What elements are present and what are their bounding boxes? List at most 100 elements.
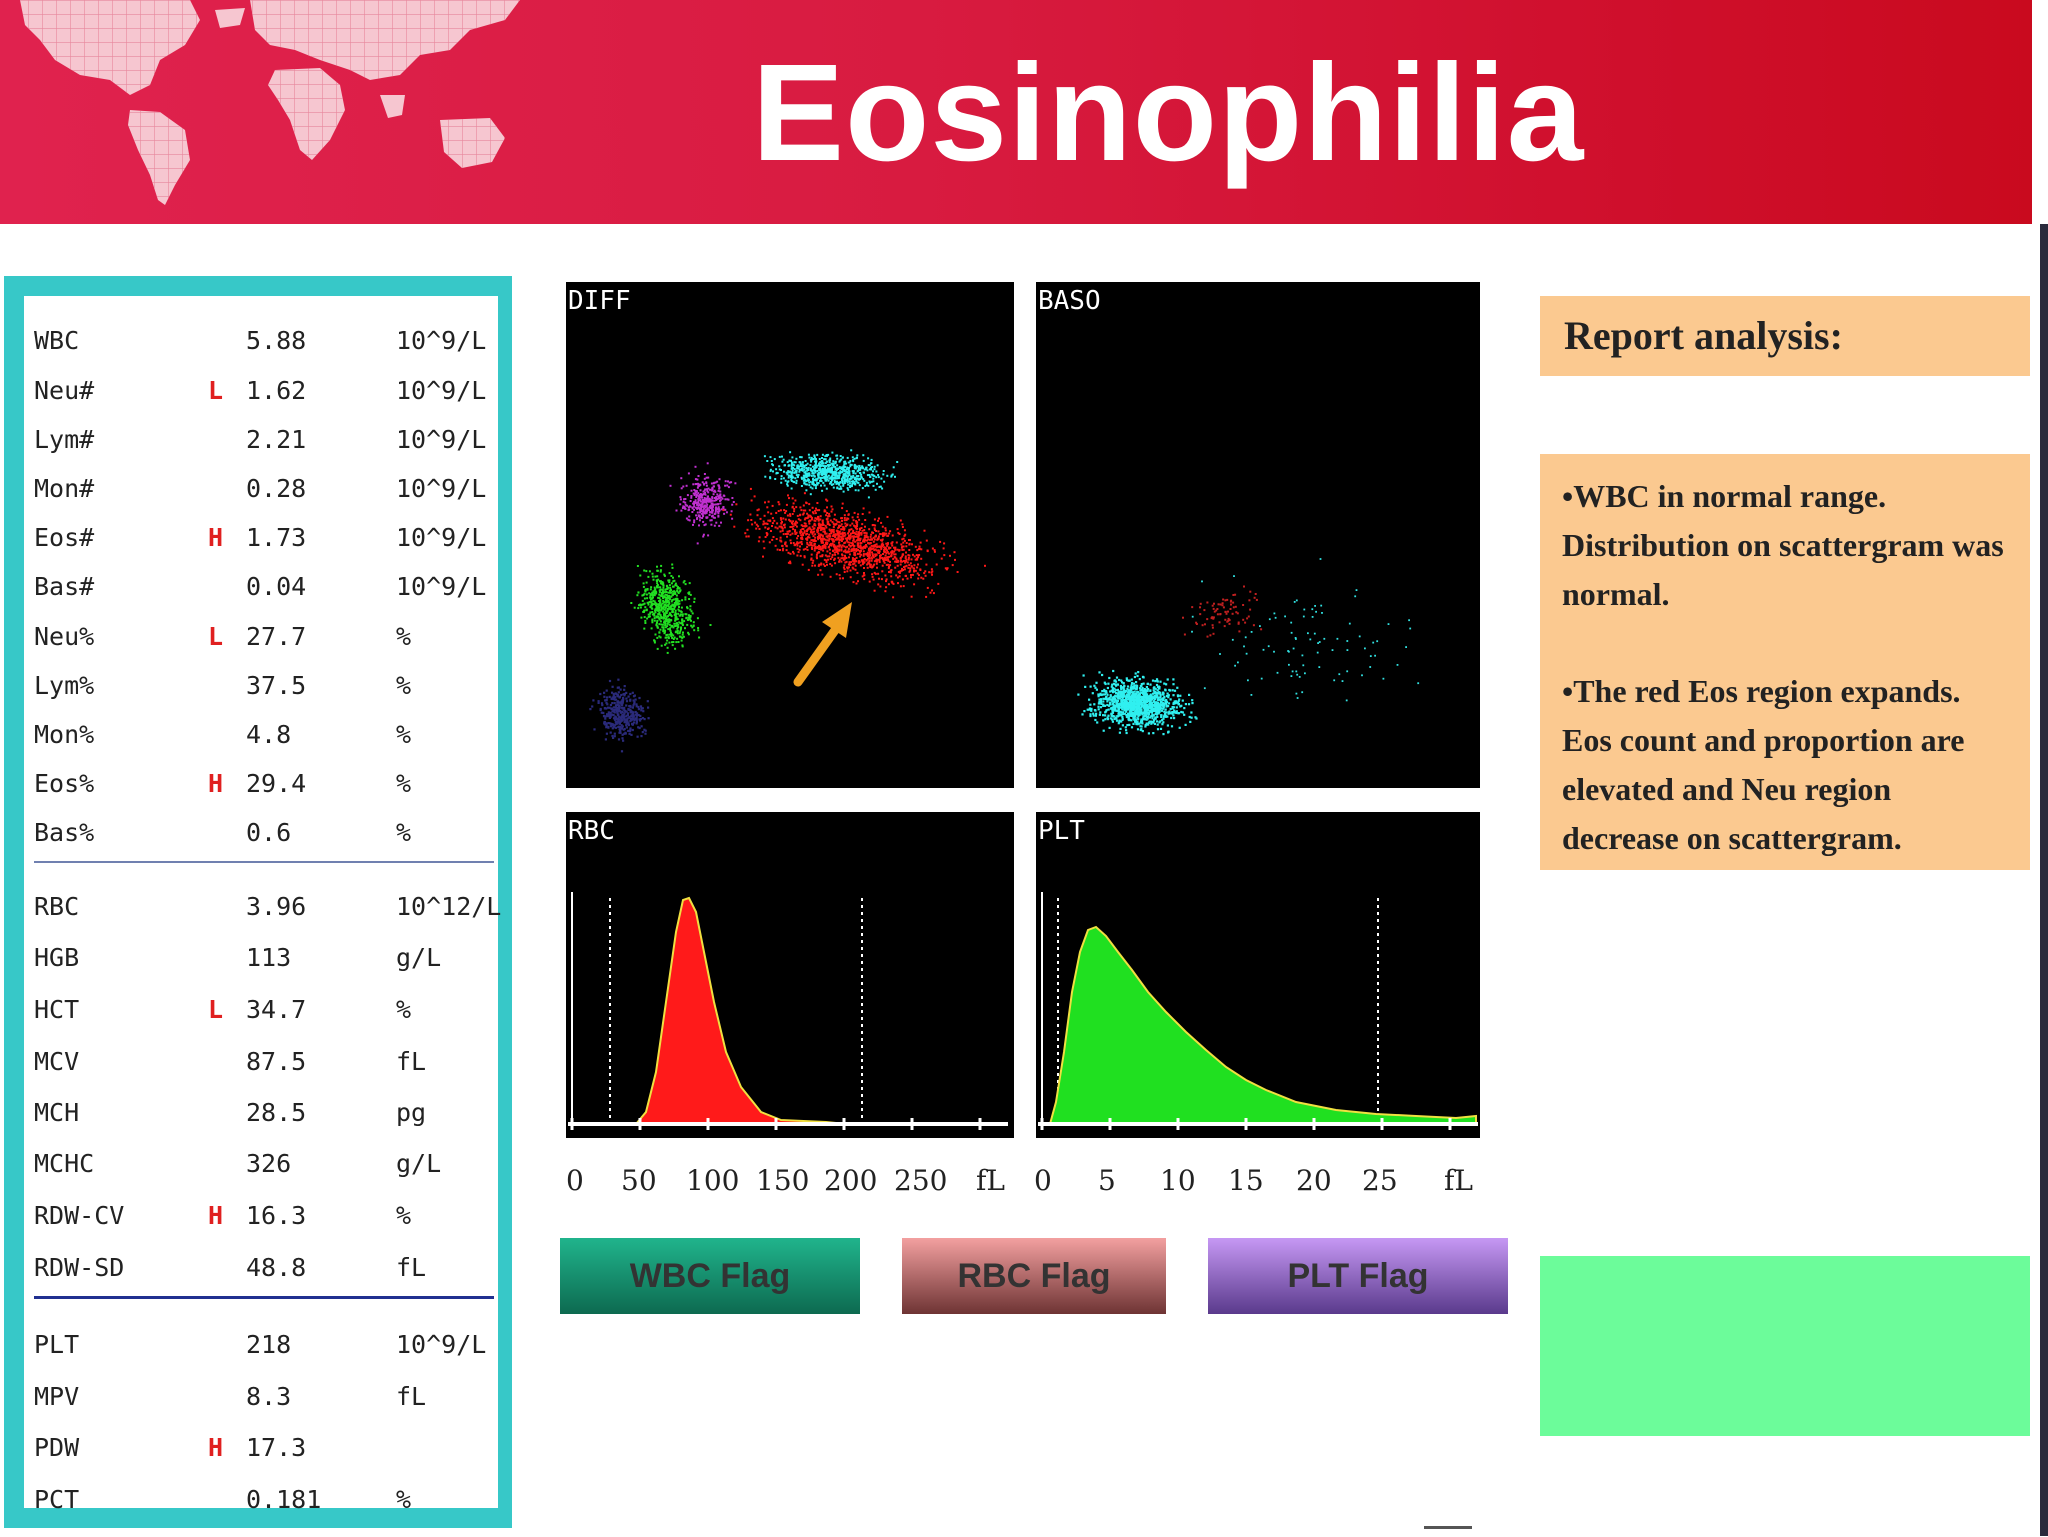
result-unit: g/L — [396, 1149, 442, 1178]
rbc-flag-button[interactable]: RBC Flag — [902, 1238, 1166, 1314]
result-row: PDW H 17.3 — [34, 1433, 494, 1467]
result-row: RDW-SD 48.8 fL — [34, 1253, 494, 1287]
result-value: 113 — [246, 943, 292, 972]
result-unit: % — [396, 720, 412, 749]
result-value: 2.21 — [246, 425, 307, 454]
diff-scatter-svg — [589, 449, 986, 753]
result-unit: 10^12/L — [396, 892, 502, 921]
param-name: Lym# — [34, 425, 95, 454]
param-name: MCV — [34, 1047, 80, 1076]
result-value: 28.5 — [246, 1098, 307, 1127]
rbc-tick-label: 250 — [894, 1164, 948, 1197]
result-value: 0.6 — [246, 818, 292, 847]
header-edge — [2032, 0, 2040, 224]
lab-report-table: WBC 5.88 10^9/L Neu# L 1.62 10^9/L Lym# 2.21 10… — [24, 296, 502, 1514]
rbc-tick-label: fL — [976, 1164, 1005, 1197]
result-row: RDW-CV H 16.3% — [34, 1201, 494, 1235]
result-unit: pg — [396, 1098, 427, 1127]
param-name: WBC — [34, 326, 80, 355]
result-value: 29.4 — [246, 769, 307, 798]
plt-tick-label: fL — [1444, 1164, 1473, 1197]
rbc-axis: 0 50 100 150 200 250 fL — [566, 1164, 1016, 1200]
analysis-point-2: •The red Eos region expands. Eos count a… — [1562, 673, 1965, 856]
result-unit: % — [396, 995, 412, 1024]
result-value: 0.28 — [246, 474, 307, 503]
plt-tick-label: 15 — [1228, 1164, 1264, 1197]
result-row: MPV 8.3 fL — [34, 1382, 494, 1416]
right-edge-strip — [2040, 224, 2048, 1536]
wbc-flag-button[interactable]: WBC Flag — [560, 1238, 860, 1314]
param-name: MCH — [34, 1098, 80, 1127]
result-value: 87.5 — [246, 1047, 307, 1076]
result-unit: 10^9/L — [396, 1330, 487, 1359]
result-row: HCT L 34.7% — [34, 995, 494, 1029]
result-row: MCV 87.5 fL — [34, 1047, 494, 1081]
result-unit: % — [396, 671, 412, 700]
title-banner: Eosinophilia — [0, 0, 2040, 224]
result-value: 218 — [246, 1330, 292, 1359]
green-highlight-box — [1540, 1256, 2030, 1436]
result-row: Lym% 37.5% — [34, 671, 494, 705]
result-flag: H — [208, 1433, 224, 1462]
result-row: HGB 113 g/L — [34, 943, 494, 977]
result-value: 27.7 — [246, 622, 307, 651]
section-divider — [34, 1296, 494, 1299]
result-row: PLT 218 10^9/L — [34, 1330, 494, 1364]
baso-scattergram: BASO — [1036, 282, 1480, 788]
param-name: Mon# — [34, 474, 95, 503]
result-row: Neu% L 27.7% — [34, 622, 494, 656]
result-value: 4.8 — [246, 720, 292, 749]
analysis-text: •WBC in normal range. Distribution on sc… — [1540, 454, 2030, 870]
param-name: PDW — [34, 1433, 80, 1462]
lab-report-panel: WBC 5.88 10^9/L Neu# L 1.62 10^9/L Lym# 2.21 10… — [4, 276, 512, 1528]
rbc-label: RBC — [568, 816, 615, 846]
rbc-tick-label: 50 — [621, 1164, 657, 1197]
plt-flag-button[interactable]: PLT Flag — [1208, 1238, 1508, 1314]
result-value: 326 — [246, 1149, 292, 1178]
plt-tick-label: 25 — [1362, 1164, 1398, 1197]
result-value: 1.73 — [246, 523, 307, 552]
result-unit: % — [396, 1485, 412, 1514]
param-name: HGB — [34, 943, 80, 972]
param-name: Bas% — [34, 818, 95, 847]
baso-scatter-svg — [1077, 558, 1420, 736]
result-value: 48.8 — [246, 1253, 307, 1282]
result-unit: 10^9/L — [396, 572, 487, 601]
param-name: MPV — [34, 1382, 80, 1411]
param-name: Neu# — [34, 376, 95, 405]
result-value: 34.7 — [246, 995, 307, 1024]
rbc-tick-label: 150 — [756, 1164, 810, 1197]
result-unit: 10^9/L — [396, 326, 487, 355]
result-row: Neu# L 1.62 10^9/L — [34, 376, 494, 410]
section-divider — [34, 861, 494, 863]
result-unit: 10^9/L — [396, 376, 487, 405]
param-name: Neu% — [34, 622, 95, 651]
plt-label: PLT — [1038, 816, 1085, 846]
param-name: PCT — [34, 1485, 80, 1514]
param-name: RDW-CV — [34, 1201, 125, 1230]
param-name: Bas# — [34, 572, 95, 601]
rbc-tick-label: 200 — [824, 1164, 878, 1197]
result-value: 3.96 — [246, 892, 307, 921]
param-name: MCHC — [34, 1149, 95, 1178]
result-value: 16.3 — [246, 1201, 307, 1230]
result-flag: L — [208, 995, 224, 1024]
result-unit: % — [396, 622, 412, 651]
result-row: MCHC 326 g/L — [34, 1149, 494, 1183]
result-row: MCH 28.5 pg — [34, 1098, 494, 1132]
result-unit: fL — [396, 1382, 427, 1411]
result-row: Eos% H 29.4% — [34, 769, 494, 803]
result-value: 0.181 — [246, 1485, 322, 1514]
result-unit: % — [396, 818, 412, 847]
result-row: Bas# 0.04 10^9/L — [34, 572, 494, 606]
result-unit: % — [396, 1201, 412, 1230]
analysis-heading: Report analysis: — [1540, 296, 2030, 376]
result-unit: % — [396, 769, 412, 798]
result-value: 37.5 — [246, 671, 307, 700]
diff-scattergram: DIFF — [566, 282, 1014, 788]
rbc-tick-label: 100 — [686, 1164, 740, 1197]
result-row: Mon% 4.8% — [34, 720, 494, 754]
result-flag: H — [208, 769, 224, 798]
diff-label: DIFF — [568, 286, 631, 316]
result-value: 5.88 — [246, 326, 307, 355]
